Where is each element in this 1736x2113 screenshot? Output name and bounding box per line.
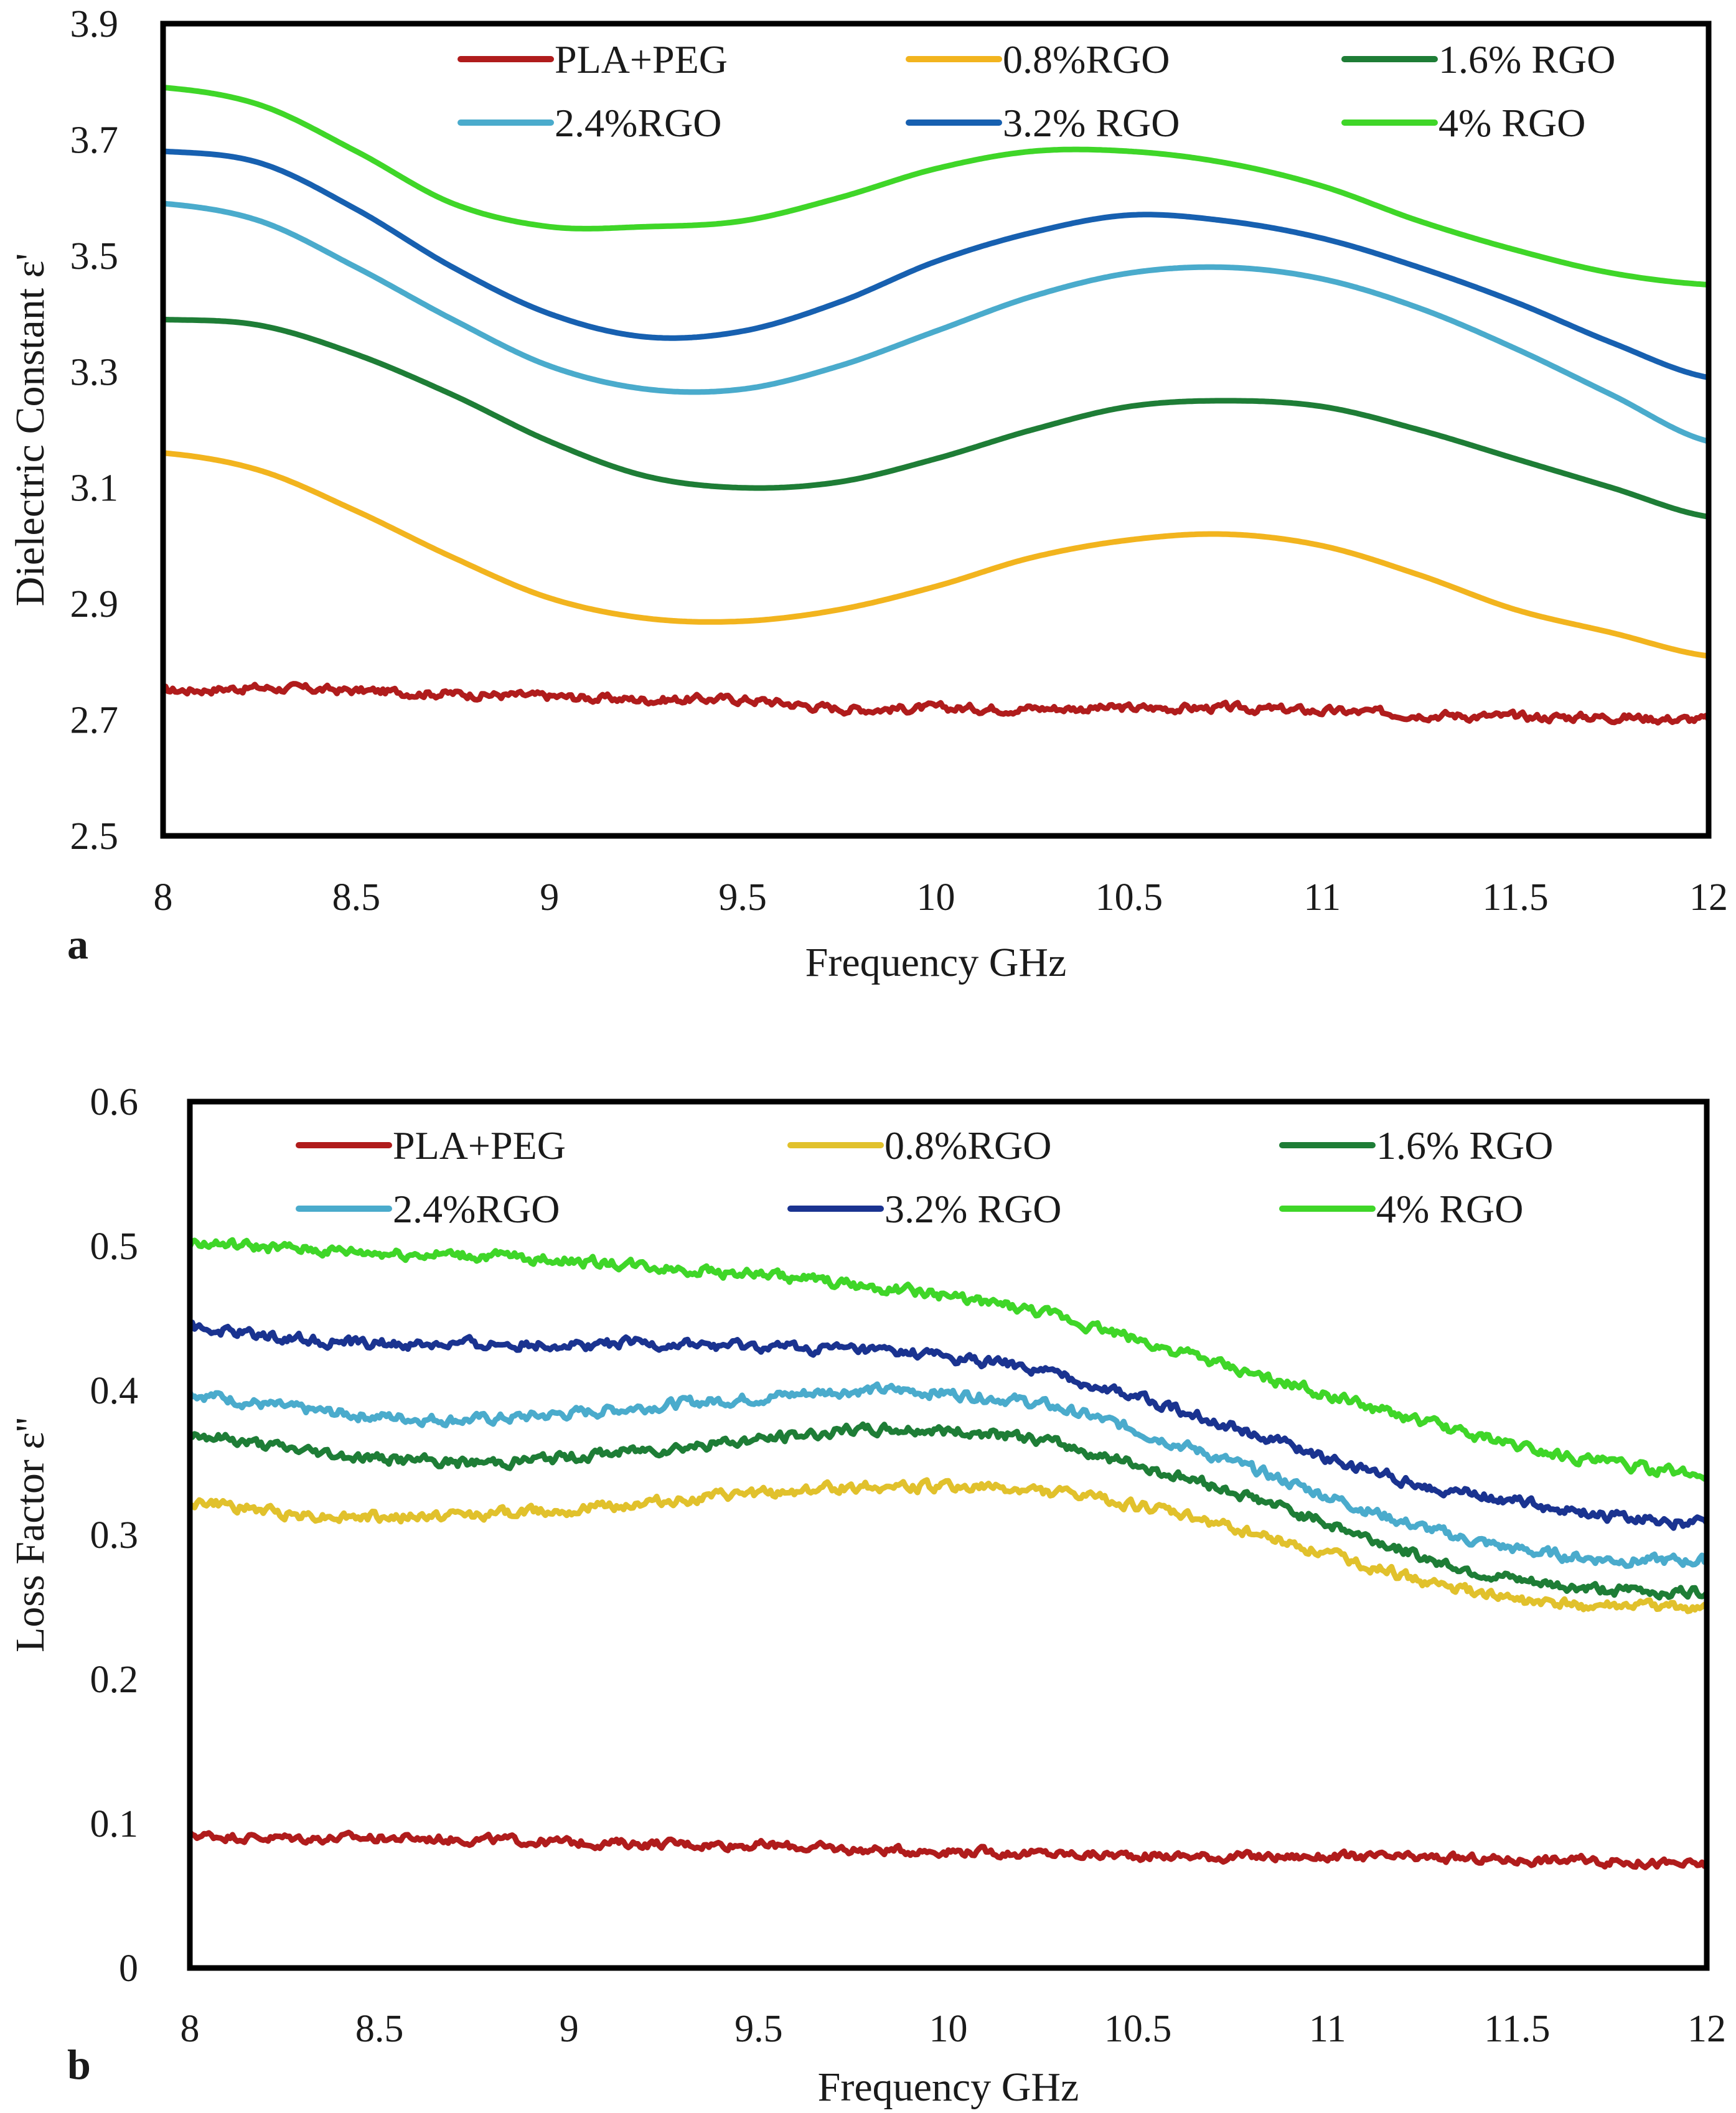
series-line-4-rgo — [187, 1237, 1710, 1482]
plot-area — [190, 1102, 1707, 1968]
series-line-pla-peg — [187, 1829, 1710, 1870]
legend-label: PLA+PEG — [393, 1123, 566, 1168]
x-tick-label: 11.5 — [1484, 2008, 1550, 2050]
legend: PLA+PEG 0.8%RGO 1.6% RGO 2.4%RGO 3.2% RGO 4% … — [457, 37, 1615, 145]
y-tick-label: 3.7 — [70, 119, 119, 161]
series-line-0-8-rgo — [187, 1477, 1710, 1614]
x-tick-label: 10 — [929, 2008, 968, 2050]
x-tick-label: 12 — [1687, 2008, 1726, 2050]
plot-frame — [187, 1099, 1710, 1971]
panel-label: a — [67, 921, 88, 968]
y-tick-label: 0.1 — [90, 1803, 139, 1845]
y-tick-label: 0.5 — [90, 1225, 139, 1268]
x-tick-label: 10.5 — [1096, 876, 1163, 919]
chart-panel-a: 8 8.5 9 9.5 10 10.5 11 11.5 12 2.5 2.7 2.9 3.1 3.3 3.5… — [7, 3, 1728, 985]
y-tick-label: 3.5 — [70, 235, 119, 278]
y-tick-label: 2.5 — [70, 815, 119, 858]
y-tick-label: 0 — [119, 1947, 138, 1990]
y-tick-label: 2.9 — [70, 583, 119, 625]
legend-label: 1.6% RGO — [1376, 1123, 1553, 1168]
x-tick-label: 11 — [1309, 2008, 1346, 2050]
plot-area — [163, 24, 1709, 836]
y-tick-label: 0.4 — [90, 1370, 139, 1412]
series-line-pla-peg — [160, 681, 1712, 726]
legend-label: PLA+PEG — [555, 37, 728, 82]
x-tick-label: 8 — [181, 2008, 200, 2050]
x-tick-label: 10.5 — [1104, 2008, 1172, 2050]
x-tick-label: 8.5 — [355, 2008, 404, 2050]
series-line-3-2-rgo — [160, 148, 1712, 381]
legend-label: 4% RGO — [1438, 101, 1585, 145]
legend-label: 2.4%RGO — [555, 101, 721, 145]
x-tick-label: 9.5 — [718, 876, 767, 919]
y-tick-label: 3.1 — [70, 467, 119, 510]
x-axis-title: Frequency GHz — [805, 940, 1067, 985]
x-tick-label: 11.5 — [1483, 876, 1549, 919]
y-axis-title: Dielectric Constant ε' — [7, 253, 53, 606]
x-tick-label: 8.5 — [332, 876, 381, 919]
plot-frame — [160, 21, 1712, 839]
x-tick-label: 8 — [154, 876, 173, 919]
x-tick-label: 10 — [917, 876, 955, 919]
chart-panel-b: 8 8.5 9 9.5 10 10.5 11 11.5 12 0 0.1 0.2 0.3 0.4 0.5 0.… — [7, 1081, 1726, 2110]
legend-label: 4% RGO — [1376, 1187, 1523, 1231]
series-line-3-2-rgo — [187, 1319, 1710, 1531]
x-tick-label: 9 — [540, 876, 559, 919]
x-axis-title: Frequency GHz — [818, 2064, 1079, 2110]
y-tick-label: 0.2 — [90, 1659, 139, 1701]
legend-label: 3.2% RGO — [1003, 101, 1180, 145]
x-tick-label: 9.5 — [734, 2008, 783, 2050]
y-tick-label: 3.3 — [70, 351, 119, 393]
series-line-2-4-rgo — [160, 200, 1712, 444]
y-tick-label: 0.6 — [90, 1081, 139, 1123]
series-line-1-6-rgo — [160, 316, 1712, 520]
series-line-0-8-rgo — [160, 450, 1712, 659]
legend-label: 0.8%RGO — [884, 1123, 1051, 1168]
legend-label: 1.6% RGO — [1438, 37, 1615, 82]
legend: PLA+PEG 0.8%RGO 1.6% RGO 2.4%RGO 3.2% RGO 4% … — [296, 1123, 1553, 1231]
series-line-1-6-rgo — [187, 1421, 1710, 1601]
x-tick-label: 11 — [1303, 876, 1341, 919]
panel-label: b — [67, 2041, 91, 2088]
legend-label: 2.4%RGO — [393, 1187, 560, 1231]
legend-label: 0.8%RGO — [1003, 37, 1170, 82]
y-tick-label: 0.3 — [90, 1514, 139, 1557]
legend-label: 3.2% RGO — [884, 1187, 1061, 1231]
y-tick-label: 2.7 — [70, 700, 119, 742]
x-tick-label: 12 — [1689, 876, 1728, 919]
y-tick-label: 3.9 — [70, 3, 119, 45]
series-line-2-4-rgo — [187, 1381, 1710, 1569]
x-tick-label: 9 — [560, 2008, 579, 2050]
y-axis-title: Loss Factor ε'' — [7, 1417, 53, 1652]
series-line-4-rgo — [160, 85, 1712, 288]
